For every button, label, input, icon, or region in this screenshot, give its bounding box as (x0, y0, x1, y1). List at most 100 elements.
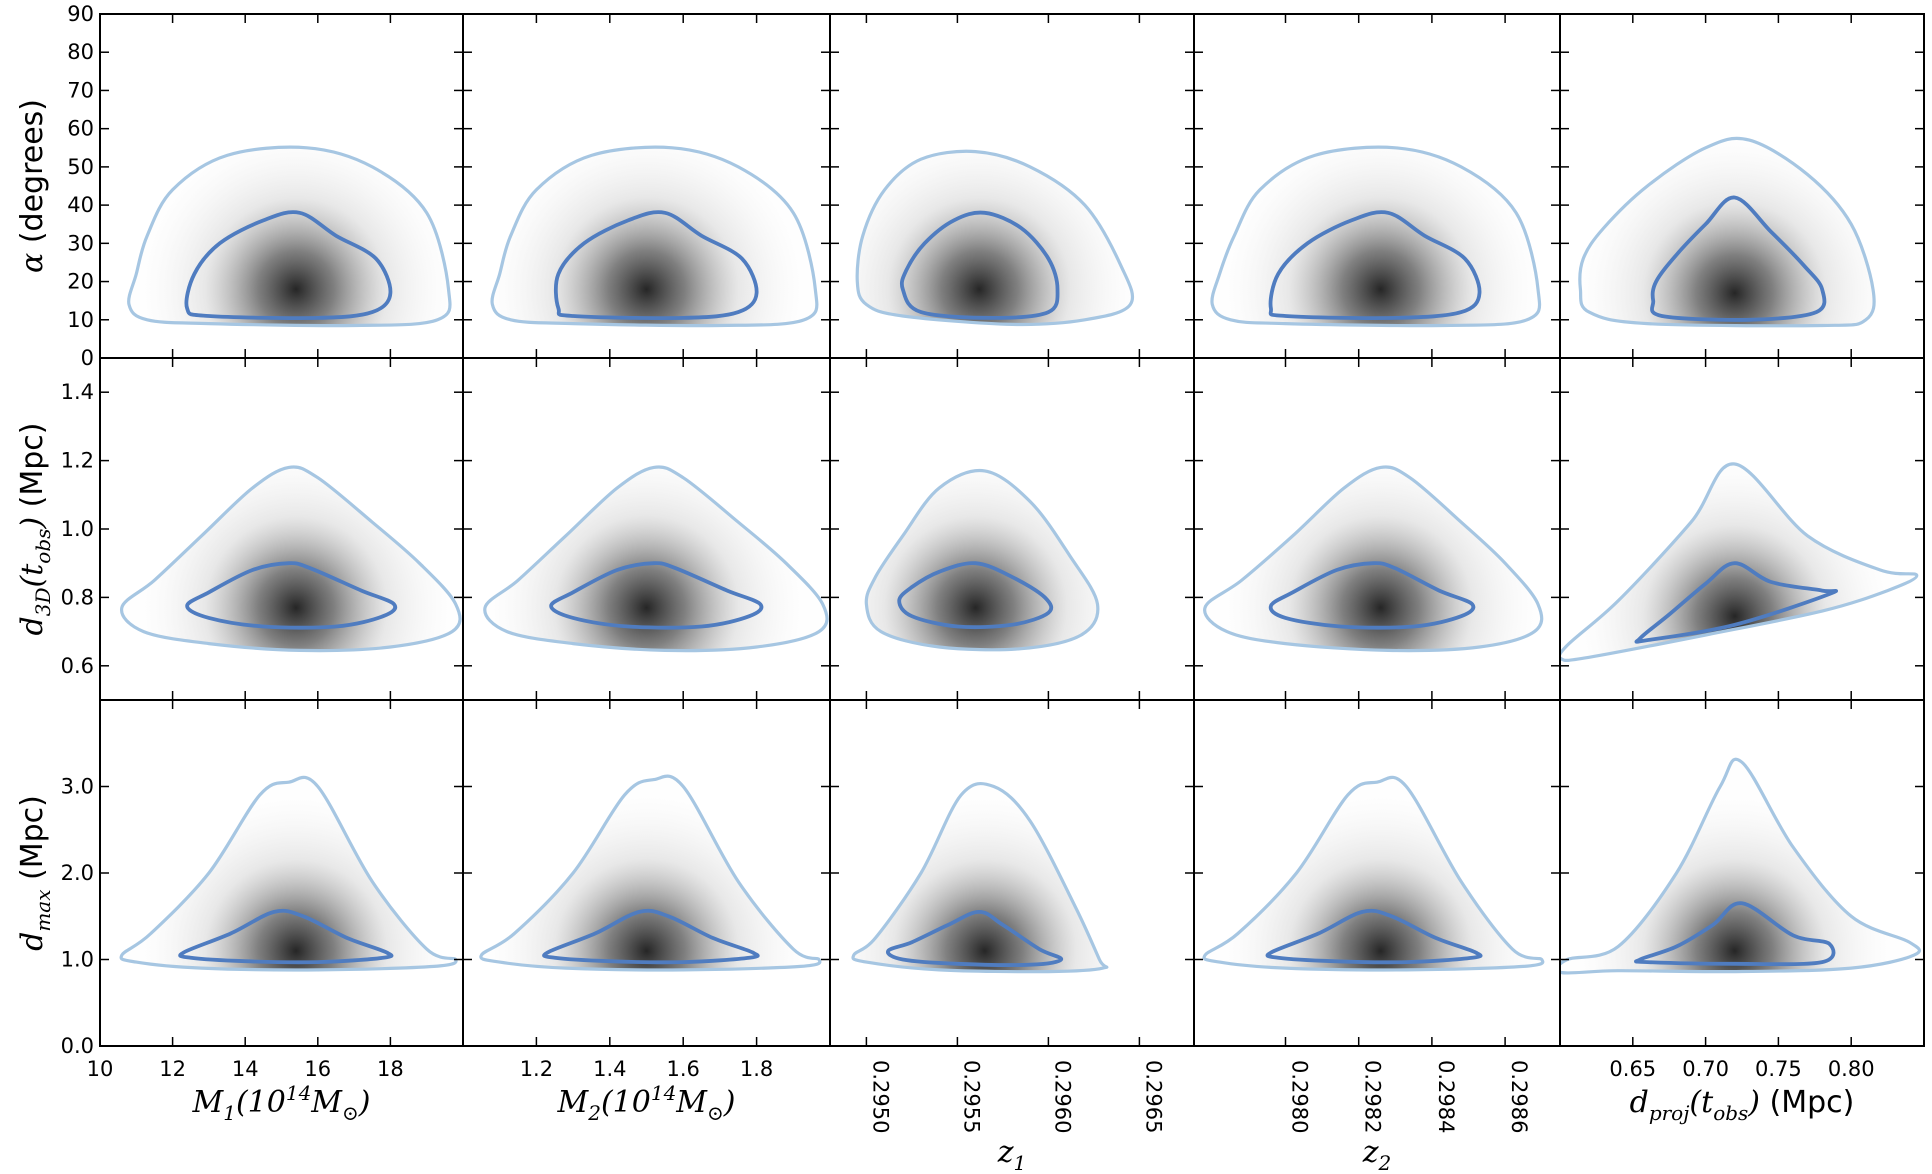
contour-95 (851, 781, 1109, 974)
contour-68 (1268, 561, 1476, 630)
x-tick-label: 0.2960 (1050, 1060, 1074, 1133)
panel-r1-c0 (120, 465, 462, 653)
panel-r0-c2 (855, 149, 1135, 327)
contour-95 (127, 145, 452, 328)
x-tick-label: 0.75 (1755, 1057, 1802, 1081)
x-tick-label: 1.4 (593, 1057, 626, 1081)
panel-r1-c3 (1203, 465, 1544, 653)
density-shading (1204, 777, 1543, 970)
contour-68 (178, 908, 394, 965)
y-tick-label: 20 (67, 270, 94, 294)
contour-95 (479, 774, 822, 972)
density-shading (484, 466, 828, 651)
y-tick-label: 1.0 (61, 948, 94, 972)
x-tick-label: 1.2 (520, 1057, 553, 1081)
x-axis-label: M2​(1014​M⊙​) (557, 1081, 736, 1125)
x-tick-label: 0.65 (1609, 1057, 1656, 1081)
contour-68 (1634, 901, 1836, 967)
density-shading (480, 776, 820, 970)
density-shading (1211, 147, 1540, 326)
panel-r2-c3 (1202, 775, 1545, 972)
contour-95 (1578, 136, 1876, 328)
axis-labels: 10 12 14 16 18 1.2 1.4 1.6 1.8 0.2950 0.2955 0.2960… (15, 2, 1875, 1174)
panel-r1-c2 (864, 468, 1100, 652)
x-tick-label: 0.2955 (959, 1060, 983, 1133)
y-tick-label: 80 (67, 40, 94, 64)
density-shading (1560, 759, 1920, 974)
y-tick-label: 1.2 (61, 449, 94, 473)
panel-r1-c1 (483, 465, 829, 653)
x-axis-label: M1​(1014​M⊙​) (192, 1081, 371, 1125)
y-tick-label: 60 (67, 117, 94, 141)
y-axis-label: dmax​ (Mpc) (15, 795, 55, 951)
contour-68 (184, 210, 393, 320)
contour-95 (483, 465, 829, 653)
density-shading (852, 783, 1107, 972)
x-tick-label: 18 (377, 1057, 404, 1081)
x-tick-label: 0.2965 (1141, 1060, 1165, 1133)
contour-95 (1202, 775, 1545, 972)
contour-68 (1265, 908, 1483, 965)
x-tick-label: 1.6 (666, 1057, 699, 1081)
density-shading (492, 147, 817, 326)
contour-95 (855, 149, 1135, 327)
panel-r0-c0 (127, 145, 452, 328)
contour-95 (1210, 145, 1542, 328)
y-tick-label: 0 (81, 346, 94, 370)
density-shading (866, 470, 1098, 650)
y-tick-label: 1.0 (61, 517, 94, 541)
contour-68 (1268, 210, 1482, 320)
contour-95 (864, 468, 1100, 652)
x-tick-label: 0.2950 (868, 1060, 892, 1133)
x-axis-label: dproj​(tobs​) (Mpc) (1630, 1085, 1855, 1125)
y-tick-label: 30 (67, 231, 94, 255)
x-tick-label: 16 (304, 1057, 331, 1081)
density-shading (857, 151, 1133, 325)
contour-68 (553, 210, 759, 320)
x-tick-label: 0.2986 (1507, 1060, 1531, 1133)
contour-95 (119, 775, 458, 972)
y-tick-label: 40 (67, 193, 94, 217)
contour-68 (1634, 561, 1838, 644)
panel-r0-c4 (1578, 136, 1876, 328)
contour-95 (1560, 462, 1919, 662)
x-tick-label: 0.2984 (1434, 1060, 1458, 1133)
panel-r1-c4 (1560, 462, 1919, 662)
panel-r0-c1 (490, 145, 819, 328)
contour-68 (549, 561, 764, 630)
x-tick-label: 0.2982 (1361, 1060, 1385, 1133)
tick-marks (99, 13, 1924, 1047)
contour-68 (886, 909, 1063, 967)
y-tick-label: 2.0 (61, 861, 94, 885)
contour-95 (120, 465, 462, 653)
x-tick-label: 12 (159, 1057, 186, 1081)
y-tick-label: 70 (67, 78, 94, 102)
density-shading (121, 777, 457, 970)
y-tick-label: 3.0 (61, 775, 94, 799)
density-shading (1204, 466, 1542, 651)
density-shading (1579, 138, 1875, 326)
y-tick-label: 1.4 (61, 380, 94, 404)
contour-68 (899, 210, 1060, 320)
y-axis-label: α (degrees) (15, 99, 50, 273)
y-axis-label: d3D​(tobs​) (Mpc) (15, 423, 55, 636)
panel-grid (119, 136, 1922, 975)
contour-68 (542, 908, 760, 965)
x-axis-label: z2​ (1362, 1135, 1392, 1174)
contour-68 (185, 561, 398, 630)
density-shading (128, 147, 450, 326)
x-tick-label: 0.2980 (1288, 1060, 1312, 1133)
panel-r2-c2 (851, 781, 1109, 974)
contour-95 (490, 145, 819, 328)
x-axis-label: z1​ (997, 1135, 1027, 1174)
y-tick-label: 50 (67, 155, 94, 179)
y-tick-label: 90 (67, 2, 94, 26)
contour-95 (1203, 465, 1544, 653)
panel-r2-c0 (119, 775, 458, 972)
x-tick-label: 10 (87, 1057, 114, 1081)
contour-68 (1650, 195, 1827, 322)
density-shading (121, 466, 461, 651)
x-tick-label: 0.80 (1828, 1057, 1875, 1081)
y-tick-label: 0.8 (61, 585, 94, 609)
